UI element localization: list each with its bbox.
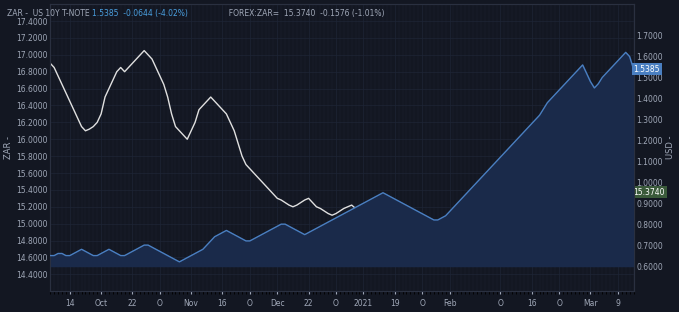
Text: 1.5385  -0.0644 (-4.02%): 1.5385 -0.0644 (-4.02%) xyxy=(92,9,187,18)
Text: 1.5385: 1.5385 xyxy=(634,65,660,74)
Text: ZAR -  US 10Y T-NOTE: ZAR - US 10Y T-NOTE xyxy=(7,9,94,18)
Text: FOREX:ZAR=  15.3740  -0.1576 (-1.01%): FOREX:ZAR= 15.3740 -0.1576 (-1.01%) xyxy=(224,9,384,18)
Y-axis label: USD -: USD - xyxy=(666,136,675,159)
Y-axis label: ZAR -: ZAR - xyxy=(4,136,13,159)
Text: 15.3740: 15.3740 xyxy=(634,188,665,197)
